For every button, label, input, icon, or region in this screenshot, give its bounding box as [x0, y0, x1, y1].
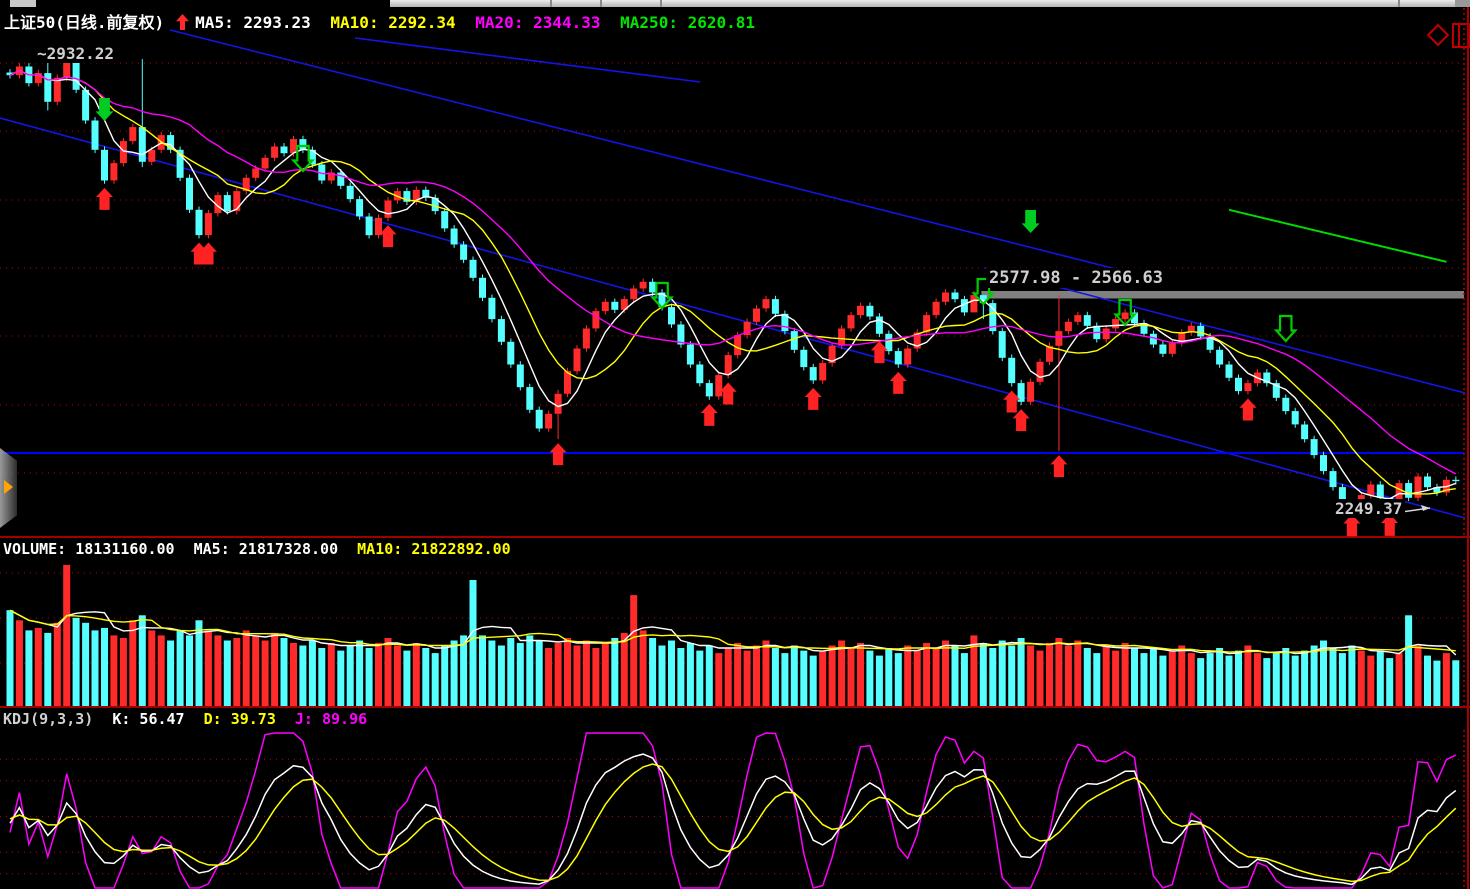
strip-notch: [600, 0, 602, 7]
kdj-panel-header: KDJ(9,3,3) K: 56.47 D: 39.73 J: 89.96: [3, 710, 377, 728]
side-drawer-handle[interactable]: [0, 448, 17, 528]
kdj-j-value: J: 89.96: [294, 710, 368, 728]
split-window-icon[interactable]: [1452, 23, 1470, 48]
resistance-band-label: 2577.98 - 2566.63: [986, 268, 1166, 288]
peak-price-label: ~2932.22: [34, 44, 118, 63]
kdj-k-value: K: 56.47: [112, 710, 185, 728]
kdj-d-value: D: 39.73: [203, 710, 276, 728]
strip-notch: [550, 0, 552, 7]
top-strip-segment: [10, 0, 36, 7]
strip-notch: [660, 0, 662, 7]
right-frame-border: [1467, 7, 1469, 889]
volume-ma10-value: MA10: 21822892.00: [357, 540, 511, 558]
kdj-indicator-name: KDJ(9,3,3): [3, 710, 94, 728]
up-arrow-icon: [176, 14, 190, 30]
strip-notch: [1398, 0, 1400, 7]
top-strip-scrollbar[interactable]: [390, 0, 1455, 7]
ma250-value: MA250: 2620.81: [620, 13, 756, 32]
price-panel-header: 上证50(日线.前复权) MA5: 2293.23 MA10: 2292.34 M…: [4, 9, 765, 33]
low-price-label: 2249.37: [1332, 499, 1406, 518]
symbol-title: 上证50(日线.前复权): [4, 13, 165, 32]
ma5-value: MA5: 2293.23: [195, 13, 311, 32]
volume-value: VOLUME: 18131160.00: [3, 540, 175, 558]
window-top-strip: [0, 0, 1470, 7]
drawer-expand-arrow-icon: [4, 480, 13, 494]
top-strip-segment-right: [1455, 0, 1470, 7]
split-window-icon-line: [1458, 25, 1460, 46]
volume-panel-header: VOLUME: 18131160.00 MA5: 21817328.00 MA1…: [3, 540, 521, 558]
volume-ma5-value: MA5: 21817328.00: [193, 540, 339, 558]
ma10-value: MA10: 2292.34: [330, 13, 456, 32]
ma20-value: MA20: 2344.33: [475, 13, 601, 32]
